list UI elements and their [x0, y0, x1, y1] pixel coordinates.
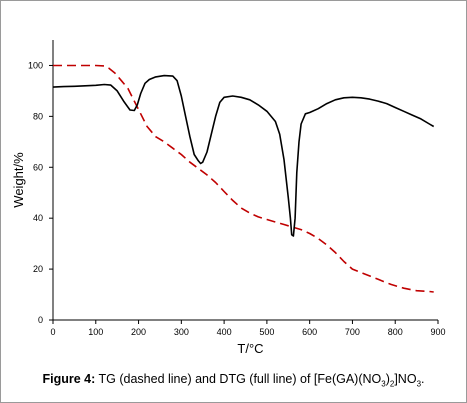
x-tick-label: 300 — [174, 327, 189, 337]
dtg-series-line — [52, 74, 435, 237]
y-tick-label: 40 — [33, 213, 43, 223]
y-tick-label: 80 — [33, 111, 43, 121]
plot-area: 0 100 200 300 400 500 600 700 800 900 0 20 40 60 80 100… — [11, 40, 446, 356]
y-tick-label: 0 — [38, 315, 43, 325]
caption-subscript: 3 — [381, 379, 386, 389]
y-tick-label: 100 — [28, 60, 43, 70]
x-axis-title: T/°C — [237, 341, 263, 356]
caption-text: ]NO — [394, 372, 417, 386]
x-tick-label: 900 — [430, 327, 445, 337]
y-tick-label: 60 — [33, 162, 43, 172]
x-tick-label: 0 — [50, 327, 55, 337]
x-tick-label: 700 — [345, 327, 360, 337]
x-tick-label: 100 — [88, 327, 103, 337]
x-tick-label: 400 — [217, 327, 232, 337]
y-tick-label: 20 — [33, 264, 43, 274]
x-tick-label: 200 — [131, 327, 146, 337]
figure-caption: Figure 4: TG (dashed line) and DTG (full… — [1, 372, 466, 389]
x-tick-label: 600 — [302, 327, 317, 337]
x-tick-label: 800 — [388, 327, 403, 337]
y-axis-title: Weight/% — [11, 152, 26, 208]
caption-text: ) — [385, 372, 390, 386]
caption-subscript: 3 — [416, 379, 422, 389]
caption-text: . — [421, 372, 425, 386]
caption-label: Figure 4: — [42, 372, 96, 386]
x-tick-label: 500 — [259, 327, 274, 337]
caption-subscript: 2 — [389, 379, 395, 389]
tg-series-line — [53, 64, 434, 293]
caption-text: TG (dashed line) and DTG (full line) of … — [95, 372, 382, 386]
